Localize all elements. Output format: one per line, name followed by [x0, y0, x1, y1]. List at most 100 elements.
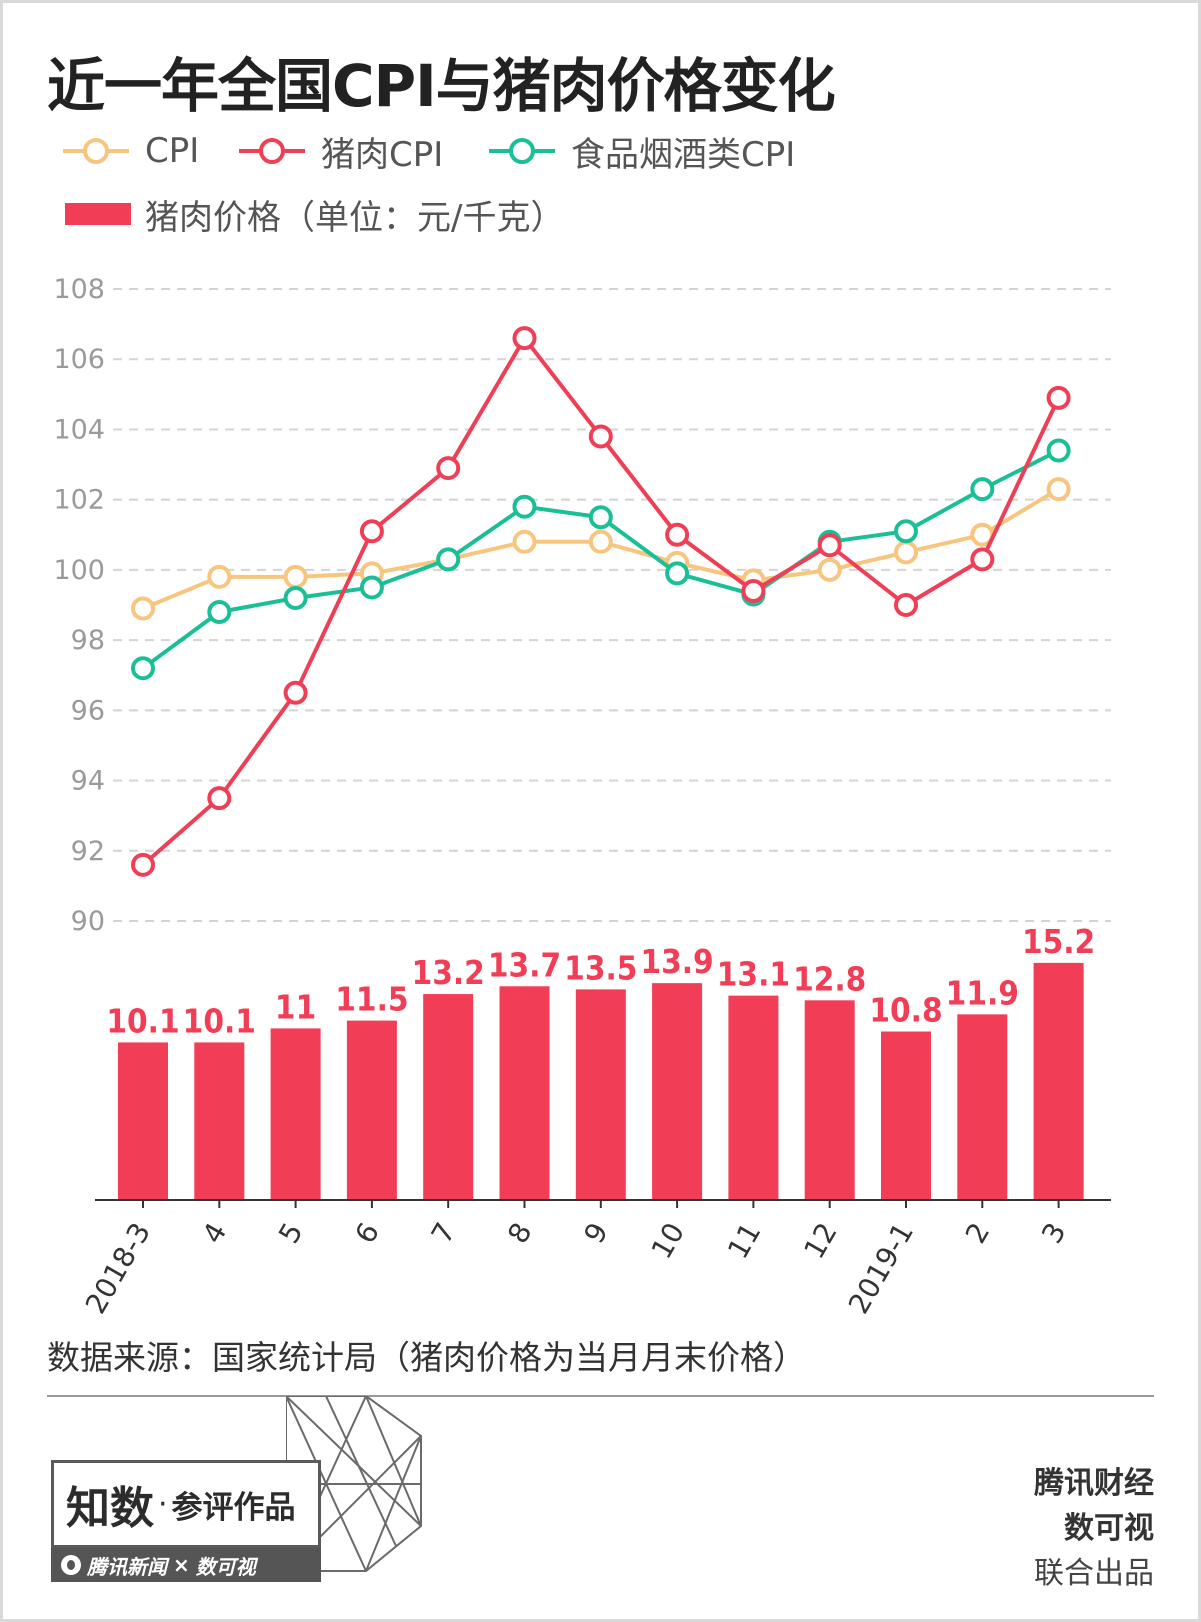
bar-value-label: 10.1 — [183, 1001, 256, 1040]
bar — [118, 1042, 168, 1200]
legend-pork-cpi-label: 猪肉CPI — [321, 134, 444, 175]
y-tick-label: 90 — [71, 906, 105, 937]
infographic: 近一年全国CPI与猪肉价格变化 CPI 猪肉CPI 食品烟酒类CPI 猪肉价格（… — [3, 3, 1198, 1619]
bar — [804, 1000, 855, 1200]
point-food-cpi — [283, 585, 308, 610]
point-cpi — [207, 564, 232, 589]
bar-value-label: 12.8 — [793, 959, 866, 998]
point-pork-cpi — [970, 547, 995, 572]
point-cpi — [588, 529, 613, 554]
x-tick-label: 2018-3 — [79, 1217, 157, 1319]
point-cpi — [894, 540, 918, 565]
y-tick-label: 104 — [53, 414, 105, 445]
x-tick-label: 7 — [425, 1217, 462, 1249]
tencent-news-logo-icon — [61, 1555, 81, 1575]
legend-pork-cpi: 猪肉CPI — [237, 126, 443, 176]
credit-line-1: 腾讯财经 — [1034, 1466, 1154, 1501]
bar-value-label: 13.1 — [717, 955, 790, 994]
legend-pork-cpi-marker — [239, 138, 305, 164]
y-tick-label: 106 — [53, 344, 105, 375]
bar — [346, 1020, 397, 1200]
y-tick-label: 100 — [53, 555, 105, 586]
bar-value-label: 10.8 — [869, 991, 942, 1030]
bar-value-label: 15.2 — [1022, 922, 1095, 961]
bar-value-label: 13.5 — [564, 948, 637, 987]
bar-value-label: 11.5 — [335, 980, 408, 1019]
point-food-cpi — [588, 505, 613, 530]
bar-value-label: 10.1 — [106, 1001, 179, 1040]
legend-cpi-label: CPI — [145, 131, 200, 171]
x-tick-label: 11 — [721, 1217, 767, 1264]
point-pork-cpi — [894, 593, 918, 617]
legend-food-cpi-marker — [489, 138, 555, 164]
point-pork-cpi — [359, 519, 384, 544]
series-line-food-cpi — [141, 448, 1060, 670]
x-tick-label: 12 — [797, 1217, 843, 1264]
y-tick-label: 98 — [71, 625, 105, 656]
footer-divider — [47, 1395, 1154, 1397]
point-food-cpi — [207, 600, 232, 625]
y-tick-label: 94 — [71, 766, 105, 797]
point-pork-cpi — [817, 533, 842, 558]
point-pork-cpi — [131, 852, 155, 877]
bar — [652, 983, 703, 1200]
point-pork-cpi — [512, 326, 537, 351]
legend-pork-price-label: 猪肉价格（单位：元/千克） — [145, 197, 565, 238]
x-tick-label: 6 — [348, 1217, 385, 1249]
data-source: 数据来源：国家统计局（猪肉价格为当月月末价格） — [47, 1338, 806, 1377]
point-pork-cpi — [665, 522, 690, 547]
bar — [423, 994, 474, 1200]
bar — [270, 1028, 321, 1200]
strip-left-text: 腾讯新闻 — [87, 1554, 167, 1579]
y-tick-label: 108 — [53, 274, 105, 305]
point-food-cpi — [970, 477, 995, 502]
legend-cpi: CPI — [61, 126, 199, 176]
bar — [194, 1042, 245, 1200]
bar — [575, 989, 626, 1200]
bar — [728, 995, 779, 1200]
point-pork-cpi — [741, 578, 766, 603]
legend-food-cpi-label: 食品烟酒类CPI — [571, 134, 796, 175]
x-tick-label: 9 — [577, 1217, 614, 1249]
bar-value-label: 11.9 — [946, 973, 1019, 1012]
bar-value-label: 11 — [275, 987, 316, 1026]
x-tick-label: 8 — [501, 1217, 538, 1249]
y-tick-label: 96 — [71, 695, 105, 726]
point-food-cpi — [512, 494, 537, 519]
point-cpi — [283, 564, 308, 589]
point-pork-cpi — [207, 786, 232, 811]
point-cpi — [817, 557, 842, 582]
bar-value-label: 13.9 — [640, 942, 713, 981]
x-tick-label: 3 — [1035, 1217, 1072, 1249]
credit-line-3: 联合出品 — [1034, 1556, 1154, 1591]
y-tick-label: 92 — [71, 836, 105, 867]
bar-value-label: 13.7 — [488, 945, 561, 984]
x-tick-label: 2 — [959, 1217, 996, 1249]
y-tick-label: 102 — [53, 485, 105, 516]
point-pork-cpi — [588, 424, 613, 449]
point-cpi — [131, 596, 155, 621]
x-tick-label: 5 — [272, 1217, 309, 1249]
point-food-cpi — [359, 575, 384, 600]
legend-pork-price: 猪肉价格（单位：元/千克） — [65, 189, 564, 239]
point-cpi — [512, 529, 537, 554]
bar — [957, 1014, 1008, 1200]
x-tick-label: 10 — [645, 1217, 691, 1264]
badge-strip: 腾讯新闻 × 数可视 — [51, 1548, 321, 1582]
badge-main-text: 知数 — [66, 1483, 154, 1534]
point-cpi — [1046, 477, 1071, 502]
award-badge: 知数 · 参评作品 — [51, 1460, 321, 1548]
strip-x: × — [173, 1553, 190, 1577]
point-food-cpi — [665, 561, 690, 586]
legend-pork-price-swatch — [65, 203, 131, 225]
bar — [1033, 962, 1084, 1200]
chart-title: 近一年全国CPI与猪肉价格变化 — [47, 52, 836, 120]
bar — [881, 1031, 931, 1200]
point-food-cpi — [1046, 438, 1071, 463]
point-pork-cpi — [436, 456, 461, 481]
point-food-cpi — [436, 547, 461, 572]
legend-food-cpi: 食品烟酒类CPI — [487, 126, 795, 176]
badge-sub-text: 参评作品 — [171, 1489, 296, 1526]
badge-separator: · — [158, 1486, 168, 1522]
